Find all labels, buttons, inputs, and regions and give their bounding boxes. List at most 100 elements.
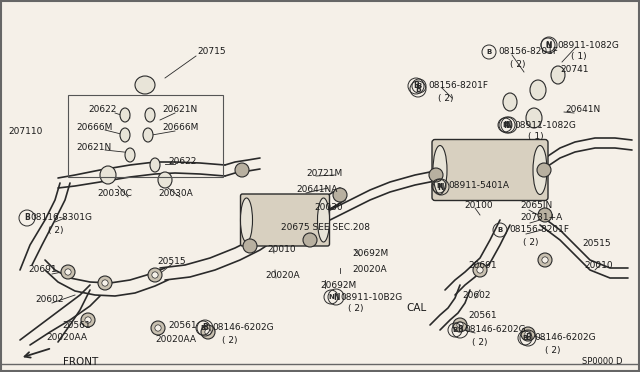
- FancyBboxPatch shape: [241, 194, 330, 246]
- Text: 20561: 20561: [62, 321, 91, 330]
- Circle shape: [102, 280, 108, 286]
- Text: ( 2): ( 2): [510, 60, 525, 68]
- Text: 20030A: 20030A: [158, 189, 193, 199]
- Ellipse shape: [433, 145, 447, 195]
- Circle shape: [152, 272, 158, 278]
- Text: 20010: 20010: [584, 262, 612, 270]
- Text: 08911-1082G: 08911-1082G: [514, 121, 576, 129]
- Text: ( 2): ( 2): [523, 237, 538, 247]
- Text: B: B: [24, 214, 30, 222]
- Circle shape: [148, 268, 162, 282]
- Text: 20020AA: 20020AA: [155, 336, 196, 344]
- Text: B: B: [525, 334, 531, 343]
- Text: 20741: 20741: [560, 65, 589, 74]
- Text: 20641NA: 20641NA: [296, 186, 337, 195]
- Text: 20602: 20602: [35, 295, 63, 305]
- Text: ( 2): ( 2): [348, 305, 364, 314]
- Text: 08156-8201F: 08156-8201F: [509, 225, 569, 234]
- Text: 08911-1082G: 08911-1082G: [557, 41, 619, 49]
- Circle shape: [457, 322, 463, 328]
- Text: 20731+A: 20731+A: [520, 214, 563, 222]
- Circle shape: [453, 318, 467, 332]
- Circle shape: [65, 269, 71, 275]
- Circle shape: [201, 325, 215, 339]
- Text: B: B: [457, 326, 463, 334]
- Text: N: N: [502, 122, 508, 128]
- Text: N: N: [545, 42, 551, 48]
- Text: 20721M: 20721M: [306, 169, 342, 177]
- Text: 20692M: 20692M: [352, 248, 388, 257]
- Text: 08156-8201F: 08156-8201F: [428, 81, 488, 90]
- Text: 20621N: 20621N: [76, 144, 111, 153]
- Text: 08911-5401A: 08911-5401A: [448, 182, 509, 190]
- Text: 20561: 20561: [468, 311, 497, 321]
- Text: 20621N: 20621N: [162, 106, 197, 115]
- Bar: [68, 95, 223, 177]
- Ellipse shape: [135, 76, 155, 94]
- Circle shape: [205, 329, 211, 335]
- Text: ( 1): ( 1): [528, 132, 543, 141]
- Text: 08156-8201F: 08156-8201F: [498, 48, 558, 57]
- Text: B: B: [415, 84, 421, 93]
- Text: 20691: 20691: [468, 260, 497, 269]
- Ellipse shape: [100, 166, 116, 184]
- Ellipse shape: [143, 128, 153, 142]
- Text: SP0000 D: SP0000 D: [582, 357, 623, 366]
- Circle shape: [477, 267, 483, 273]
- Ellipse shape: [145, 108, 155, 122]
- Circle shape: [61, 265, 75, 279]
- Ellipse shape: [317, 198, 330, 242]
- Circle shape: [81, 313, 95, 327]
- Text: 08116-8301G: 08116-8301G: [30, 214, 92, 222]
- Text: B: B: [522, 335, 527, 341]
- Circle shape: [538, 253, 552, 267]
- Text: 20100: 20100: [464, 202, 493, 211]
- Text: 20715: 20715: [197, 48, 226, 57]
- Text: 20515: 20515: [157, 257, 186, 266]
- Text: 20020A: 20020A: [352, 266, 387, 275]
- Circle shape: [429, 168, 443, 182]
- Ellipse shape: [503, 93, 517, 111]
- Ellipse shape: [551, 66, 565, 84]
- Circle shape: [521, 327, 535, 341]
- Circle shape: [473, 263, 487, 277]
- Text: FRONT: FRONT: [63, 357, 99, 367]
- Ellipse shape: [530, 80, 546, 100]
- Circle shape: [235, 163, 249, 177]
- Text: 20020A: 20020A: [265, 270, 300, 279]
- Text: 08146-6202G: 08146-6202G: [212, 324, 274, 333]
- Text: N: N: [436, 183, 442, 189]
- Text: 20675 SEE SEC.208: 20675 SEE SEC.208: [281, 224, 370, 232]
- Text: ( 2): ( 2): [222, 336, 237, 344]
- Text: N: N: [506, 121, 512, 129]
- Text: 20622: 20622: [88, 106, 116, 115]
- Ellipse shape: [125, 148, 135, 162]
- Circle shape: [155, 325, 161, 331]
- Text: 2065IN: 2065IN: [520, 202, 552, 211]
- Text: CAL: CAL: [406, 303, 426, 313]
- Text: B: B: [413, 81, 419, 90]
- Circle shape: [243, 239, 257, 253]
- Circle shape: [537, 163, 551, 177]
- Text: 20030: 20030: [314, 203, 342, 212]
- Text: 20641N: 20641N: [565, 106, 600, 115]
- Ellipse shape: [241, 198, 253, 242]
- Circle shape: [85, 317, 91, 323]
- Text: 20622: 20622: [168, 157, 196, 167]
- Text: B: B: [200, 325, 205, 331]
- Text: ( 1): ( 1): [571, 52, 587, 61]
- Ellipse shape: [526, 108, 542, 128]
- Text: ( 2): ( 2): [48, 225, 63, 234]
- Circle shape: [538, 208, 552, 222]
- Text: B: B: [202, 324, 208, 333]
- Text: 20666M: 20666M: [76, 124, 113, 132]
- Text: B: B: [417, 83, 422, 89]
- Text: 20010: 20010: [267, 246, 296, 254]
- Text: ( 2): ( 2): [545, 346, 561, 355]
- Circle shape: [151, 321, 165, 335]
- Ellipse shape: [120, 128, 130, 142]
- Text: ( 2): ( 2): [472, 337, 488, 346]
- Text: 08146-6202G: 08146-6202G: [464, 326, 525, 334]
- Text: N: N: [328, 294, 334, 300]
- Text: 08911-10B2G: 08911-10B2G: [340, 292, 403, 301]
